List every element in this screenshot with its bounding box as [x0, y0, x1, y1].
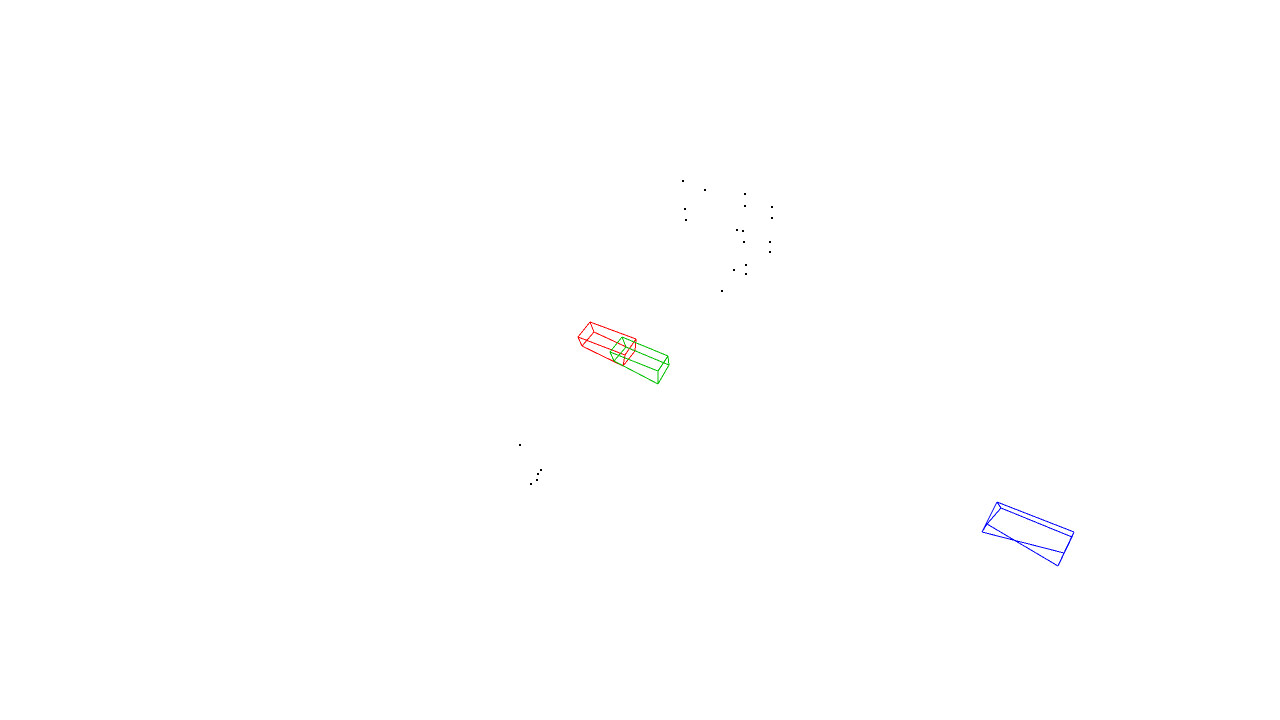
blue-box-edge: [981, 523, 988, 533]
red-box-edge: [589, 321, 595, 333]
blue-box-edge: [981, 531, 1065, 554]
blue-box-edge: [1057, 552, 1065, 567]
point-marker: [536, 479, 538, 481]
point-marker: [685, 219, 687, 221]
red-box-edge: [577, 321, 591, 338]
point-marker: [745, 264, 747, 266]
point-marker: [721, 290, 723, 292]
point-marker: [682, 180, 684, 182]
green-box-edge: [667, 355, 670, 366]
green-box-edge: [621, 336, 627, 348]
point-marker: [745, 273, 747, 275]
green-box-edge: [613, 346, 627, 362]
green-box-wireframe: [609, 336, 670, 385]
blue-box-edge: [986, 507, 1002, 525]
blue-box-edge: [986, 523, 1059, 567]
point-marker: [771, 206, 773, 208]
red-box-edge: [622, 350, 636, 367]
green-box-edge: [621, 336, 669, 357]
point-marker: [684, 208, 686, 210]
red-box-edge: [634, 338, 637, 352]
point-marker: [519, 444, 521, 446]
point-cloud: [519, 180, 773, 485]
red-box-edge: [577, 336, 583, 347]
green-box-edge: [625, 346, 670, 366]
red-box-edge: [577, 336, 626, 356]
red-box-edge: [622, 354, 626, 367]
point-marker: [771, 217, 773, 219]
point-marker: [530, 483, 532, 485]
point-marker: [744, 205, 746, 207]
green-box-edge: [657, 364, 670, 385]
blue-box-edge: [1071, 531, 1075, 538]
point-marker: [769, 251, 771, 253]
green-box-edge: [613, 360, 659, 385]
point-marker: [704, 189, 706, 191]
point-marker: [743, 241, 745, 243]
point-marker: [540, 469, 542, 471]
point-marker: [769, 241, 771, 243]
green-box-edge: [657, 355, 669, 372]
wireframe-boxes: [577, 321, 1075, 567]
blue-box-edge: [981, 501, 998, 533]
green-box-edge: [609, 336, 623, 353]
point-marker: [537, 473, 539, 475]
point-marker: [736, 229, 738, 231]
point-marker: [744, 193, 746, 195]
point-marker: [742, 230, 744, 232]
green-box-edge: [609, 351, 615, 362]
red-box-edge: [581, 331, 595, 347]
green-box-edge: [609, 351, 659, 372]
blue-box-edge: [996, 501, 1002, 509]
blue-box-edge: [996, 501, 1075, 533]
blue-box-edge: [1000, 507, 1073, 538]
point-marker: [733, 269, 735, 271]
red-box-edge: [589, 321, 637, 340]
blue-box-wireframe: [981, 501, 1075, 567]
